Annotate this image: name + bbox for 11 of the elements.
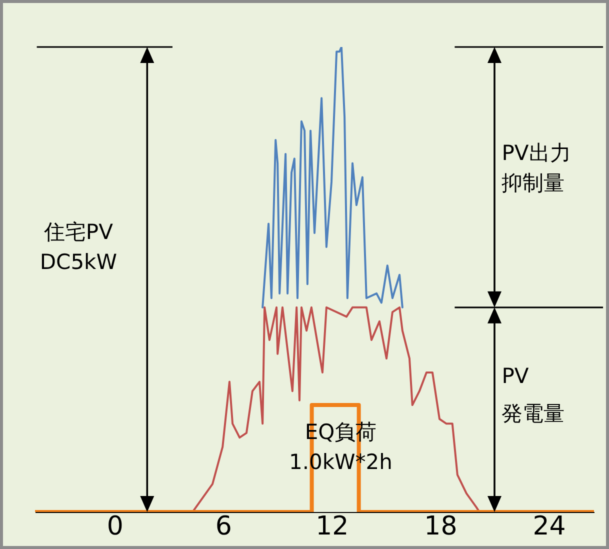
x-tick-label: 24	[532, 512, 566, 542]
x-tick-label: 18	[424, 512, 458, 542]
annotation: PV	[502, 364, 530, 388]
annotation: DC5kW	[40, 250, 118, 274]
x-tick-label: 0	[106, 512, 124, 542]
x-tick-label: 12	[316, 512, 349, 542]
x-tick-label: 6	[215, 512, 232, 542]
annotation: 発電量	[502, 401, 565, 426]
annotation: 抑制量	[502, 171, 565, 196]
annotation: PV出力	[502, 140, 571, 165]
annotation: 住宅PV	[42, 220, 114, 244]
